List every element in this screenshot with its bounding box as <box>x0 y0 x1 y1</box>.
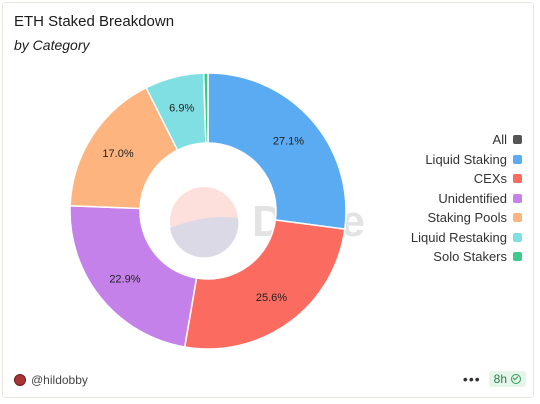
legend-label: CEXs <box>473 171 507 187</box>
slice-solo-stakers[interactable] <box>202 72 209 144</box>
refresh-badge[interactable]: 8h <box>488 371 526 387</box>
legend-label: All <box>492 132 507 148</box>
legend-label: Staking Pools <box>427 210 508 226</box>
slice-label: 22.9% <box>109 273 140 285</box>
author-link[interactable]: @hildobby <box>14 373 88 387</box>
legend-item-unidentified[interactable]: Unidentified <box>438 189 522 209</box>
legend-swatch <box>513 213 522 223</box>
more-options-button[interactable]: ••• <box>462 371 481 387</box>
refresh-time: 8h <box>493 372 507 386</box>
author-name: @hildobby <box>31 373 88 387</box>
legend-swatch <box>513 154 522 164</box>
check-circle-icon <box>511 374 521 384</box>
slice-unidentified[interactable] <box>69 205 198 348</box>
chart-legend: All Liquid Staking CEXs Unidentified Staking… <box>411 130 522 267</box>
legend-item-liquid-restaking[interactable]: Liquid Restaking <box>411 228 522 248</box>
avatar <box>14 374 26 386</box>
legend-swatch <box>513 193 522 203</box>
slice-label: 6.9% <box>169 102 194 114</box>
slice-label: 27.1% <box>273 135 304 147</box>
legend-item-staking-pools[interactable]: Staking Pools <box>427 208 522 228</box>
chart-subtitle: by Category <box>14 37 90 53</box>
legend-item-cexs[interactable]: CEXs <box>474 169 522 189</box>
slice-staking-pools[interactable] <box>69 86 179 210</box>
legend-swatch <box>513 252 522 262</box>
footer-actions: ••• 8h <box>463 371 526 387</box>
legend-swatch <box>513 232 522 242</box>
legend-label: Unidentified <box>438 190 507 206</box>
legend-label: Solo Stakers <box>433 249 507 265</box>
slice-label: 17.0% <box>102 148 133 160</box>
slice-liquid-staking[interactable] <box>207 72 347 230</box>
legend-item-all[interactable]: All <box>493 130 522 150</box>
slice-cexs[interactable] <box>183 219 346 350</box>
legend-item-solo-stakers[interactable]: Solo Stakers <box>433 247 522 267</box>
legend-swatch <box>513 174 522 184</box>
chart-title: ETH Staked Breakdown <box>14 13 175 30</box>
legend-label: Liquid Restaking <box>410 229 507 245</box>
legend-label: Liquid Staking <box>425 151 507 167</box>
slice-label: 25.6% <box>256 292 287 304</box>
legend-item-liquid-staking[interactable]: Liquid Staking <box>425 150 522 170</box>
legend-swatch <box>513 135 522 145</box>
dune-logo-icon <box>170 187 239 258</box>
